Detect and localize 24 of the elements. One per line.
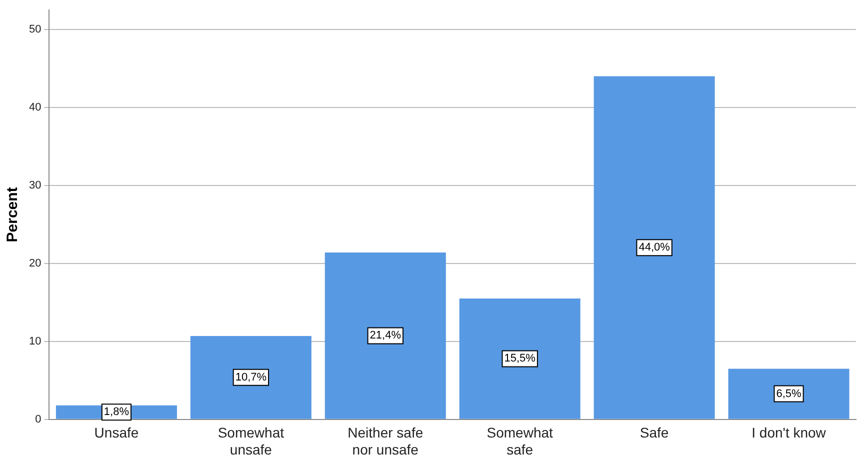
bar [594, 76, 715, 419]
y-tick-label: 0 [35, 413, 42, 426]
y-tick-label: 10 [28, 335, 42, 348]
y-tick-label: 30 [28, 179, 42, 192]
bar [324, 252, 446, 419]
bar [190, 336, 312, 419]
y-tick-label: 50 [28, 24, 42, 36]
data-label: 10,7% [235, 371, 267, 384]
y-axis-title: Percent [4, 187, 22, 242]
x-tick-label: Unsafe [94, 424, 139, 441]
x-tick-label: Somewhat unsafe [218, 424, 284, 458]
data-label: 15,5% [504, 352, 536, 365]
data-label: 21,4% [370, 330, 402, 342]
y-tick-label: 40 [28, 102, 42, 114]
data-label: 1,8% [104, 406, 130, 418]
x-tick-label: Neither safe nor unsafe [348, 424, 424, 458]
x-tick-label: I don't know [752, 424, 827, 441]
x-tick-label: Somewhat safe [486, 424, 554, 458]
data-label: 44,0% [638, 242, 670, 254]
bar [728, 368, 850, 419]
y-tick-label: 20 [28, 257, 42, 270]
bar [459, 298, 580, 419]
x-tick-label: Safe [640, 424, 669, 441]
data-label: 6,5% [776, 388, 802, 400]
